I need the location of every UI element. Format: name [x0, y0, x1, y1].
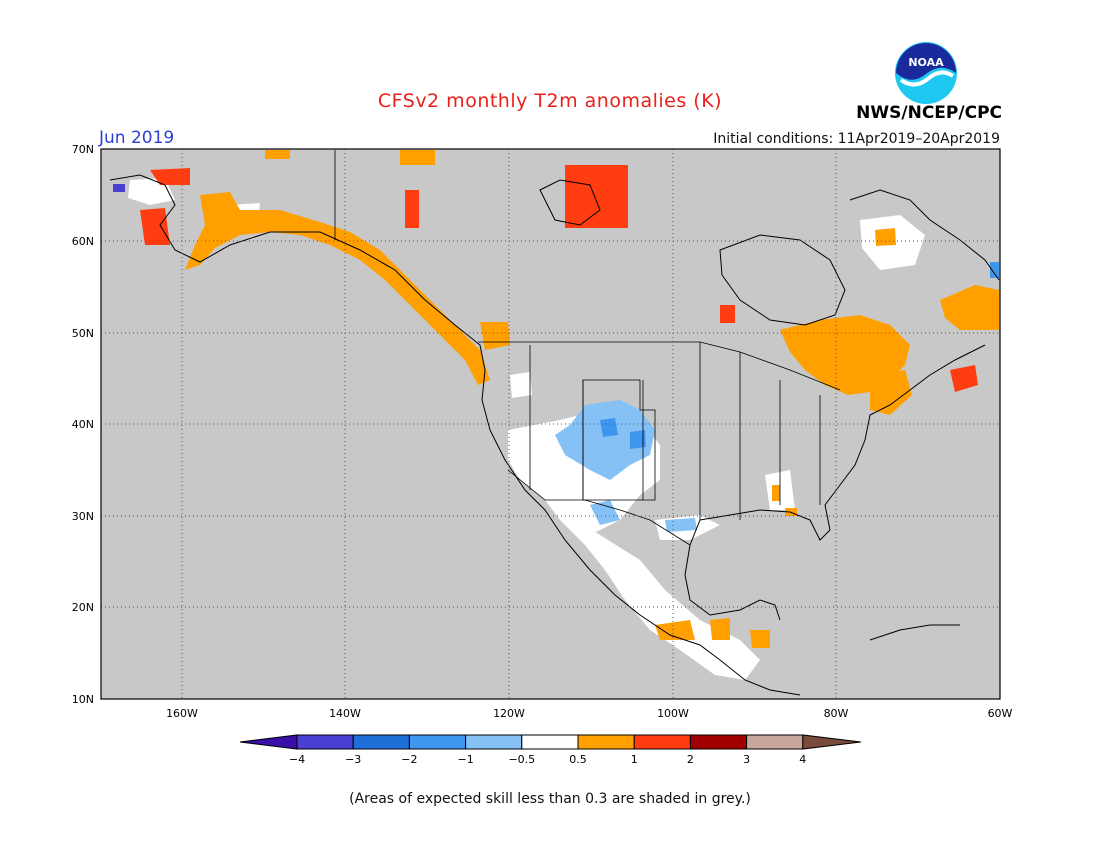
- colorbar: −4 −3 −2 −1 −0.5 0.5 1 2 3 4: [239, 734, 861, 766]
- pacific-coastline: [109, 174, 801, 696]
- colorbar-tick-label: −2: [401, 753, 417, 766]
- alabama-warm: [772, 485, 780, 501]
- agency-label: NWS/NCEP/CPC: [856, 103, 1002, 123]
- logo-text: NOAA: [908, 56, 944, 69]
- labrador-coast: [849, 189, 1000, 281]
- nova-scotia-warm: [950, 365, 978, 392]
- colorbar-tick-label: −0.5: [508, 753, 535, 766]
- map-frame: [100, 148, 1001, 700]
- labrador-cool: [990, 262, 999, 278]
- caribbean: [869, 624, 960, 641]
- chart-title: CFSv2 monthly T2m anomalies (K): [377, 90, 723, 112]
- alaska-west-red: [150, 168, 190, 185]
- four-corners-cool: [555, 400, 655, 480]
- lat-label-60n: 60N: [72, 235, 94, 248]
- colorbar-arrow-high: [802, 734, 861, 750]
- colorbar-tick-label: 0.5: [569, 753, 587, 766]
- gulf-mexico-coast: [684, 519, 781, 621]
- colorado-cool-core: [600, 418, 618, 437]
- alaska-bc-coast-warm: [185, 192, 490, 385]
- borders: [334, 150, 841, 546]
- colorbar-arrow-low: [239, 734, 298, 750]
- lat-label-50n: 50N: [72, 327, 94, 340]
- arctic-warm: [565, 165, 628, 228]
- central-america-warm-2: [750, 630, 770, 648]
- colorbar-tick-label: 1: [631, 753, 638, 766]
- lat-label-10n: 10N: [72, 693, 94, 706]
- alaska-cool: [113, 184, 125, 192]
- atlantic-coastline: [699, 344, 986, 541]
- colorbar-tick-label: −4: [289, 753, 305, 766]
- colorbar-segment: [577, 734, 635, 750]
- lon-label-120w: 120W: [493, 707, 525, 720]
- lon-label-160w: 160W: [166, 707, 198, 720]
- warm-anomaly-regions: [140, 150, 999, 648]
- colorbar-tick-label: 2: [687, 753, 694, 766]
- chihuahua-cool: [590, 500, 620, 525]
- washington-warm: [480, 322, 510, 350]
- map-panel: 70N 60N 50N 40N 30N 20N 10N 160W 140W 12…: [72, 143, 1013, 720]
- colorbar-tick-label: −3: [345, 753, 361, 766]
- colorbar-segment: [633, 734, 691, 750]
- colorbar-tick-label: 3: [743, 753, 750, 766]
- colorado-cool-core-2: [630, 430, 646, 449]
- noaa-logo: NOAA: [895, 42, 957, 104]
- colorbar-segment: [465, 734, 523, 750]
- coastlines: [109, 174, 1000, 696]
- beaufort-warm: [400, 150, 435, 165]
- lon-label-100w: 100W: [657, 707, 689, 720]
- lon-label-80w: 80W: [824, 707, 849, 720]
- lat-label-20n: 20N: [72, 601, 94, 614]
- yukon-warm: [405, 190, 419, 228]
- texas-cool: [665, 518, 697, 532]
- lon-label-140w: 140W: [329, 707, 361, 720]
- colorbar-segment: [296, 734, 354, 750]
- lon-label-60w: 60W: [988, 707, 1013, 720]
- colorbar-tick-label: −1: [457, 753, 473, 766]
- nw-white: [510, 372, 532, 398]
- skill-footnote: (Areas of expected skill less than 0.3 a…: [349, 791, 751, 807]
- colorbar-segment: [521, 734, 579, 750]
- hudson-warm: [720, 305, 735, 323]
- colorbar-segment: [746, 734, 804, 750]
- initial-conditions: Initial conditions: 11Apr2019–20Apr2019: [713, 131, 1000, 147]
- new-england-warm: [870, 370, 912, 415]
- arctic-island: [539, 179, 601, 226]
- forecast-month: Jun 2019: [99, 128, 175, 148]
- lat-label-40n: 40N: [72, 418, 94, 431]
- lat-label-70n: 70N: [72, 143, 94, 156]
- lat-label-30n: 30N: [72, 510, 94, 523]
- cool-anomaly-regions: [113, 184, 999, 532]
- mexico-white: [545, 500, 760, 680]
- quebec-warm: [875, 228, 896, 246]
- north-slope-warm: [265, 150, 290, 159]
- colorbar-segment: [352, 734, 410, 750]
- us-mexico-border: [507, 469, 691, 546]
- colorbar-tick-label: 4: [799, 753, 806, 766]
- colorado-nm-outline: [582, 379, 656, 501]
- central-america-warm: [710, 618, 730, 640]
- colorbar-segment: [689, 734, 748, 750]
- mexico-warm: [655, 620, 695, 640]
- hudson-bay: [719, 234, 846, 326]
- colorbar-segment: [408, 734, 467, 750]
- alaska-sw-red: [140, 208, 170, 245]
- newfoundland-warm: [940, 285, 999, 330]
